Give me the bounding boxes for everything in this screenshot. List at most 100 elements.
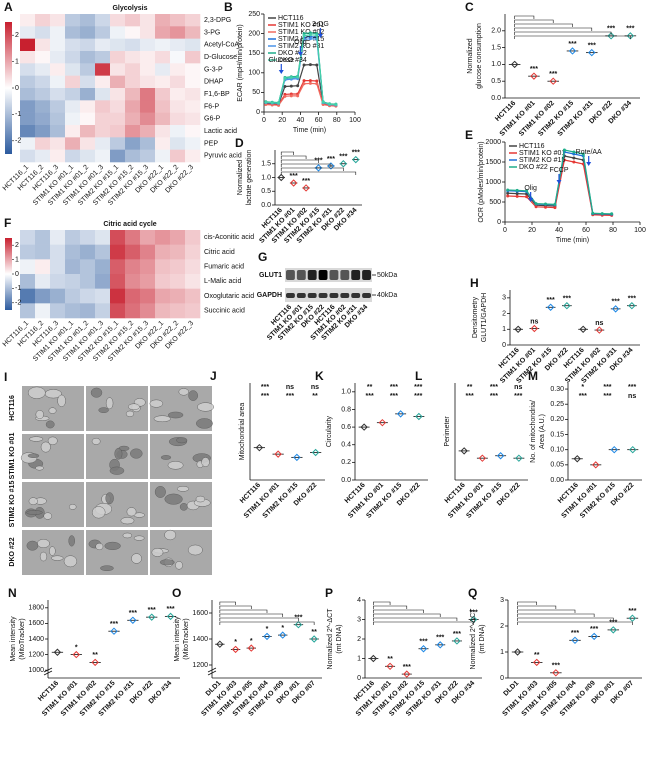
y-tick-label: 2.0	[491, 28, 501, 35]
marker	[247, 644, 255, 652]
heatmap-cell	[35, 259, 51, 275]
organelle	[48, 407, 57, 414]
significance: ***	[261, 393, 269, 400]
heatmap-cell	[125, 51, 141, 64]
row-label: G6-P	[204, 116, 221, 123]
micrograph	[86, 482, 148, 527]
significance: ***	[563, 296, 571, 303]
significance: ***	[436, 635, 444, 642]
heatmap-cell	[20, 259, 36, 275]
significance: ***	[588, 42, 596, 49]
heatmap-cell	[65, 288, 81, 304]
y-axis-label: ECAR (mpH/min/protein)	[237, 24, 244, 101]
point	[506, 188, 510, 192]
legend-label: STIM2 KO #31	[278, 43, 324, 50]
bracket	[373, 617, 458, 621]
heatmap-cell	[50, 137, 66, 150]
heatmap-cell	[140, 88, 156, 101]
point	[553, 206, 557, 210]
heatmap-cell	[35, 14, 51, 27]
point	[525, 195, 529, 199]
heatmap-cell	[95, 274, 111, 289]
significance: ***	[626, 26, 634, 33]
significance: ***	[466, 393, 474, 400]
heatmap-cell	[20, 230, 36, 245]
significance: ***	[366, 393, 374, 400]
significance: *	[581, 384, 584, 391]
point	[534, 205, 538, 209]
arrow-head	[586, 162, 592, 166]
marker	[53, 648, 62, 656]
heatmap-cell	[50, 244, 66, 260]
marker	[629, 445, 637, 454]
y-axis-label: Mean intensity	[174, 616, 181, 662]
legend-label: STIM1 KO #01	[278, 22, 324, 29]
panel-label: I	[4, 370, 7, 384]
marker	[255, 443, 264, 452]
heatmap-cell	[20, 149, 36, 163]
axis-break	[43, 667, 53, 676]
heatmap-cell	[50, 63, 66, 76]
organelle	[27, 386, 46, 399]
heatmap-cell	[80, 137, 96, 150]
organelle	[68, 503, 77, 510]
bracket	[219, 601, 236, 605]
panel-label: K	[315, 369, 324, 383]
blot-strip	[285, 268, 372, 282]
series-line	[507, 159, 612, 216]
heatmap-cell	[35, 137, 51, 150]
heatmap-cell	[80, 51, 96, 64]
heatmap-cell	[65, 75, 81, 89]
y-tick-label: 0	[357, 675, 361, 682]
row-label: Succinic acid	[204, 308, 245, 315]
heatmap-cell	[110, 137, 126, 150]
row-label: Pyruvic acid	[204, 153, 242, 160]
bracket	[514, 23, 573, 27]
heatmap-cell	[140, 288, 156, 304]
y-tick-label: 1	[502, 326, 506, 333]
heatmap-cell	[125, 303, 141, 319]
heatmap-cell	[95, 75, 111, 89]
point	[308, 81, 312, 85]
marker	[513, 648, 522, 656]
marker	[568, 47, 577, 55]
heatmap-cell	[125, 149, 141, 163]
bracket	[514, 27, 593, 31]
heatmap-cell	[155, 149, 171, 163]
colorbar-label: 1	[15, 256, 19, 263]
y-tick-label: 4	[357, 597, 361, 604]
panel-label: P	[325, 586, 333, 600]
heatmap-cell	[125, 259, 141, 275]
heatmap-cell	[155, 88, 171, 101]
heatmap-cell	[125, 137, 141, 150]
significance: ***	[607, 26, 615, 33]
point	[264, 100, 268, 104]
organelle	[95, 542, 104, 551]
heatmap-cell	[155, 244, 171, 260]
point	[572, 150, 576, 154]
colorbar-label: -1	[15, 111, 21, 118]
bracket	[514, 35, 631, 39]
bracket	[219, 609, 268, 613]
y-axis-label: Normalized 2^-ΔCT	[327, 608, 334, 670]
bracket	[280, 159, 319, 163]
point	[289, 84, 293, 88]
x-tick-label: 60	[582, 227, 590, 234]
marker	[571, 636, 579, 645]
blot-band	[362, 293, 371, 298]
heatmap-cell	[65, 26, 81, 39]
heatmap-cell	[185, 303, 201, 319]
heatmap-cell	[35, 100, 51, 113]
colorbar-label: 2	[15, 32, 19, 39]
marker	[148, 613, 156, 621]
y-axis-label: glucose consumption	[476, 23, 483, 89]
arrow-head	[317, 34, 323, 38]
marker	[216, 640, 224, 648]
heatmap-cell	[155, 51, 171, 64]
heatmap-cell	[185, 149, 201, 163]
significance: ***	[628, 608, 636, 615]
marker	[510, 60, 519, 69]
heatmap-cell	[125, 112, 141, 126]
heatmap-cell	[155, 14, 171, 27]
heatmap-cell	[110, 38, 126, 52]
